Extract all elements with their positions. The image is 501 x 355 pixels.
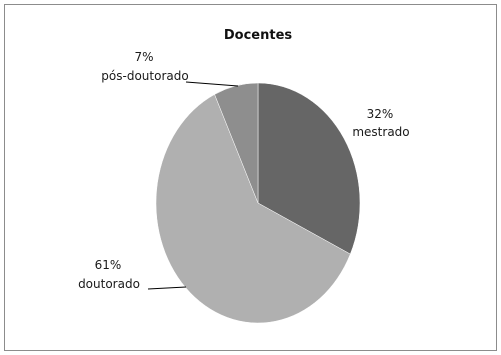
- pie-slice-mestrado: [257, 82, 361, 255]
- slice-label-doutorado: doutorado: [78, 277, 140, 291]
- chart-title: Docentes: [224, 28, 293, 43]
- slice-value-doutorado: 61%: [95, 258, 122, 272]
- slice-value-mestrado: 32%: [367, 107, 394, 121]
- slice-value-pos-doutorado: 7%: [134, 50, 153, 64]
- pie-slices: [155, 82, 361, 324]
- leader-line-doutorado: [147, 286, 187, 290]
- leader-line-pos-doutorado: [185, 81, 239, 87]
- pie-slice-doutorado: [155, 94, 351, 324]
- slice-label-pos-doutorado: pós-doutorado: [101, 69, 188, 83]
- slice-label-mestrado: mestrado: [352, 125, 409, 139]
